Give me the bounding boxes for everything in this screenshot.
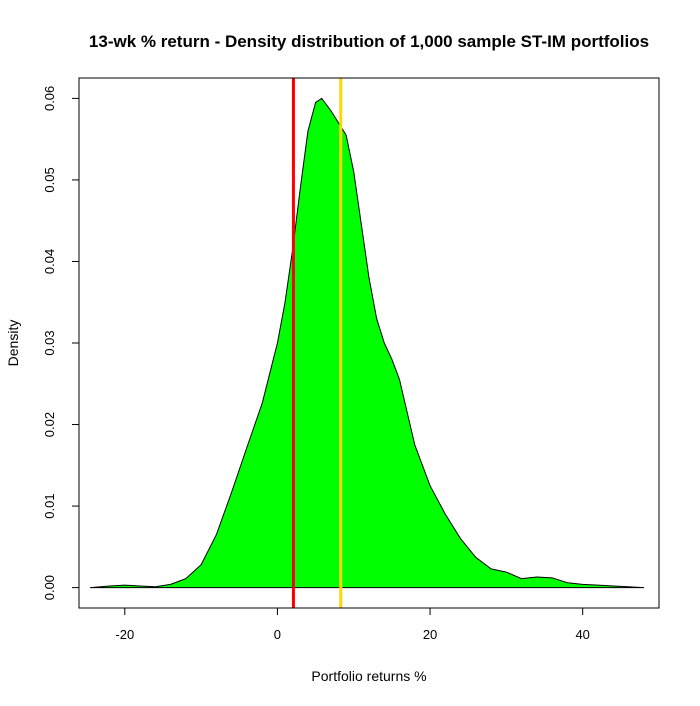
y-tick-label: 0.01 xyxy=(42,493,57,518)
y-tick-label: 0.04 xyxy=(42,249,57,274)
x-tick-label: -20 xyxy=(115,627,134,642)
y-tick-label: 0.03 xyxy=(42,330,57,355)
y-tick-label: 0.05 xyxy=(42,167,57,192)
y-axis-label: Density xyxy=(5,320,21,367)
chart-title: 13-wk % return - Density distribution of… xyxy=(89,32,649,51)
y-tick-label: 0.02 xyxy=(42,412,57,437)
x-axis-label: Portfolio returns % xyxy=(311,668,426,684)
density-area xyxy=(89,97,645,589)
x-tick-label: 0 xyxy=(274,627,281,642)
x-tick-label: 40 xyxy=(575,627,589,642)
plot-area: -20 0 20 40 0.00 0.01 0.02 0.03 0.04 0.05 0.06 xyxy=(42,77,660,642)
y-tick-label: 0.00 xyxy=(42,575,57,600)
x-tick-label: 20 xyxy=(423,627,437,642)
y-tick-label: 0.06 xyxy=(42,86,57,111)
